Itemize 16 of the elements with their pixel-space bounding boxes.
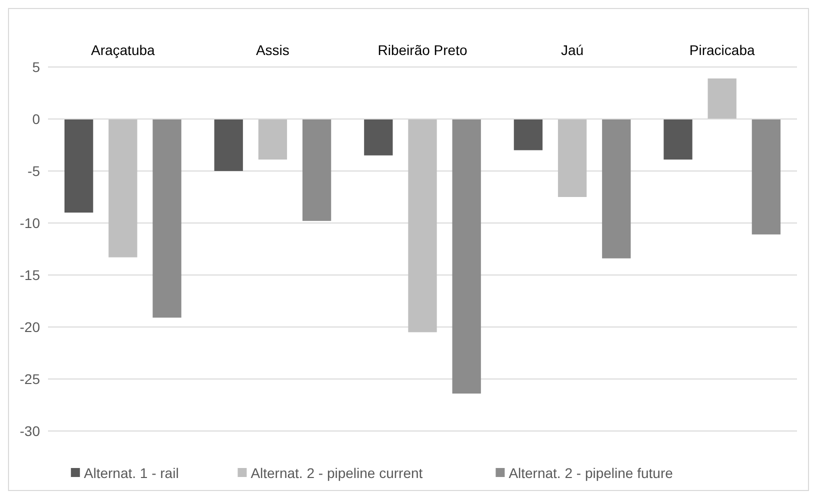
x-tick-label: Ribeirão Preto	[378, 42, 468, 58]
x-tick-label: Araçatuba	[90, 42, 156, 58]
x-tick-label: Piracicaba	[689, 42, 755, 58]
y-tick-label: -10	[20, 214, 40, 231]
legend-label: Alternat. 1 - rail	[84, 464, 179, 481]
y-tick-label: -15	[20, 266, 40, 283]
legend-label: Alternat. 2 - pipeline current	[250, 464, 423, 481]
y-tick-label: 5	[32, 58, 40, 75]
y-tick-label: 0	[32, 110, 40, 127]
legend-label: Alternat. 2 - pipeline future	[508, 464, 674, 481]
x-tick-label: Jaú	[561, 42, 584, 58]
y-tick-label: -25	[20, 370, 40, 387]
y-tick-label: -20	[20, 318, 40, 335]
y-tick-label: -30	[20, 422, 40, 439]
y-tick-label: -5	[28, 162, 40, 179]
x-tick-label: Assis	[256, 42, 290, 58]
